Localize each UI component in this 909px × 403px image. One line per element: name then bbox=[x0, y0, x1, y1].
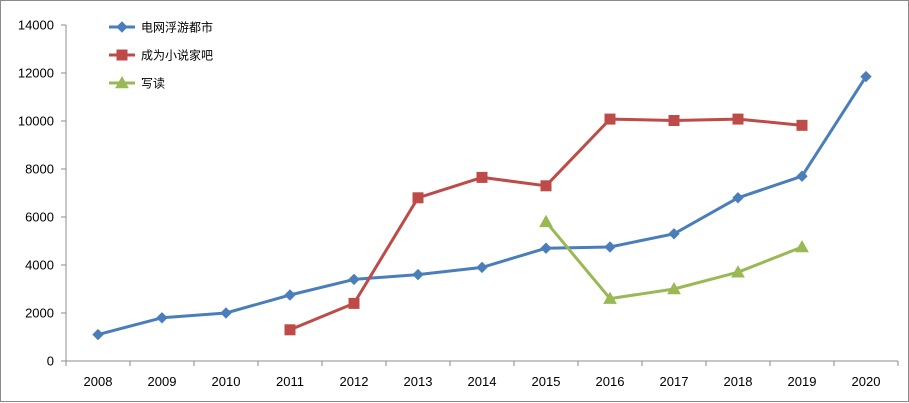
x-tick-label: 2013 bbox=[404, 374, 433, 389]
data-point-series-1 bbox=[604, 241, 616, 253]
data-point-series-2 bbox=[732, 113, 744, 125]
data-point-series-1 bbox=[92, 328, 104, 341]
data-point-series-3 bbox=[603, 291, 617, 304]
data-point-series-1 bbox=[348, 273, 360, 286]
x-tick-label: 2020 bbox=[852, 374, 881, 389]
data-point-series-2 bbox=[604, 113, 616, 125]
y-tick-label: 12000 bbox=[18, 66, 54, 81]
data-point-series-3 bbox=[539, 214, 553, 228]
data-point-series-2 bbox=[540, 180, 552, 192]
y-tick-label: 0 bbox=[47, 354, 54, 369]
data-point-series-2 bbox=[348, 297, 360, 309]
data-point-series-1 bbox=[732, 192, 744, 204]
x-tick-label: 2016 bbox=[596, 374, 625, 389]
data-point-series-1 bbox=[540, 242, 552, 254]
data-point-series-1 bbox=[156, 312, 168, 324]
x-tick-label: 2018 bbox=[724, 374, 753, 389]
data-point-series-1 bbox=[796, 170, 808, 182]
data-point-series-2 bbox=[412, 192, 424, 204]
y-tick-label: 4000 bbox=[25, 258, 54, 273]
x-tick-label: 2011 bbox=[276, 374, 304, 389]
data-point-series-1 bbox=[476, 261, 488, 274]
data-point-series-1 bbox=[412, 268, 424, 281]
x-tick-label: 2010 bbox=[212, 374, 241, 389]
data-point-series-2 bbox=[284, 324, 296, 336]
data-point-series-3 bbox=[667, 281, 681, 295]
legend-label-3: 写读 bbox=[141, 77, 165, 91]
data-point-series-1 bbox=[220, 307, 232, 319]
legend-label-1: 电网浮游都市 bbox=[141, 20, 213, 35]
data-point-series-2 bbox=[476, 171, 488, 183]
x-tick-label: 2017 bbox=[660, 374, 689, 389]
y-tick-label: 8000 bbox=[25, 162, 54, 177]
legend-marker-1 bbox=[116, 21, 128, 33]
data-point-series-1 bbox=[284, 289, 296, 301]
x-tick-label: 2014 bbox=[468, 374, 497, 389]
x-tick-label: 2008 bbox=[84, 374, 113, 389]
data-point-series-3 bbox=[731, 265, 745, 278]
data-point-series-3 bbox=[795, 239, 809, 253]
series-line-1 bbox=[97, 75, 868, 337]
y-tick-label: 10000 bbox=[18, 114, 54, 129]
x-tick-label: 2015 bbox=[532, 374, 561, 389]
data-point-series-2 bbox=[668, 115, 680, 127]
x-tick-label: 2019 bbox=[788, 374, 817, 389]
legend-marker-2 bbox=[116, 49, 128, 61]
data-point-series-2 bbox=[796, 119, 808, 131]
data-point-series-1 bbox=[860, 70, 872, 83]
y-tick-label: 6000 bbox=[25, 210, 54, 225]
data-point-series-1 bbox=[668, 228, 680, 240]
legend-marker-3 bbox=[115, 75, 129, 89]
y-tick-label: 14000 bbox=[18, 18, 54, 33]
x-tick-label: 2012 bbox=[340, 374, 369, 389]
y-tick-label: 2000 bbox=[25, 306, 54, 321]
legend-label-2: 成为小说家吧 bbox=[141, 48, 213, 63]
x-tick-label: 2009 bbox=[148, 374, 177, 389]
